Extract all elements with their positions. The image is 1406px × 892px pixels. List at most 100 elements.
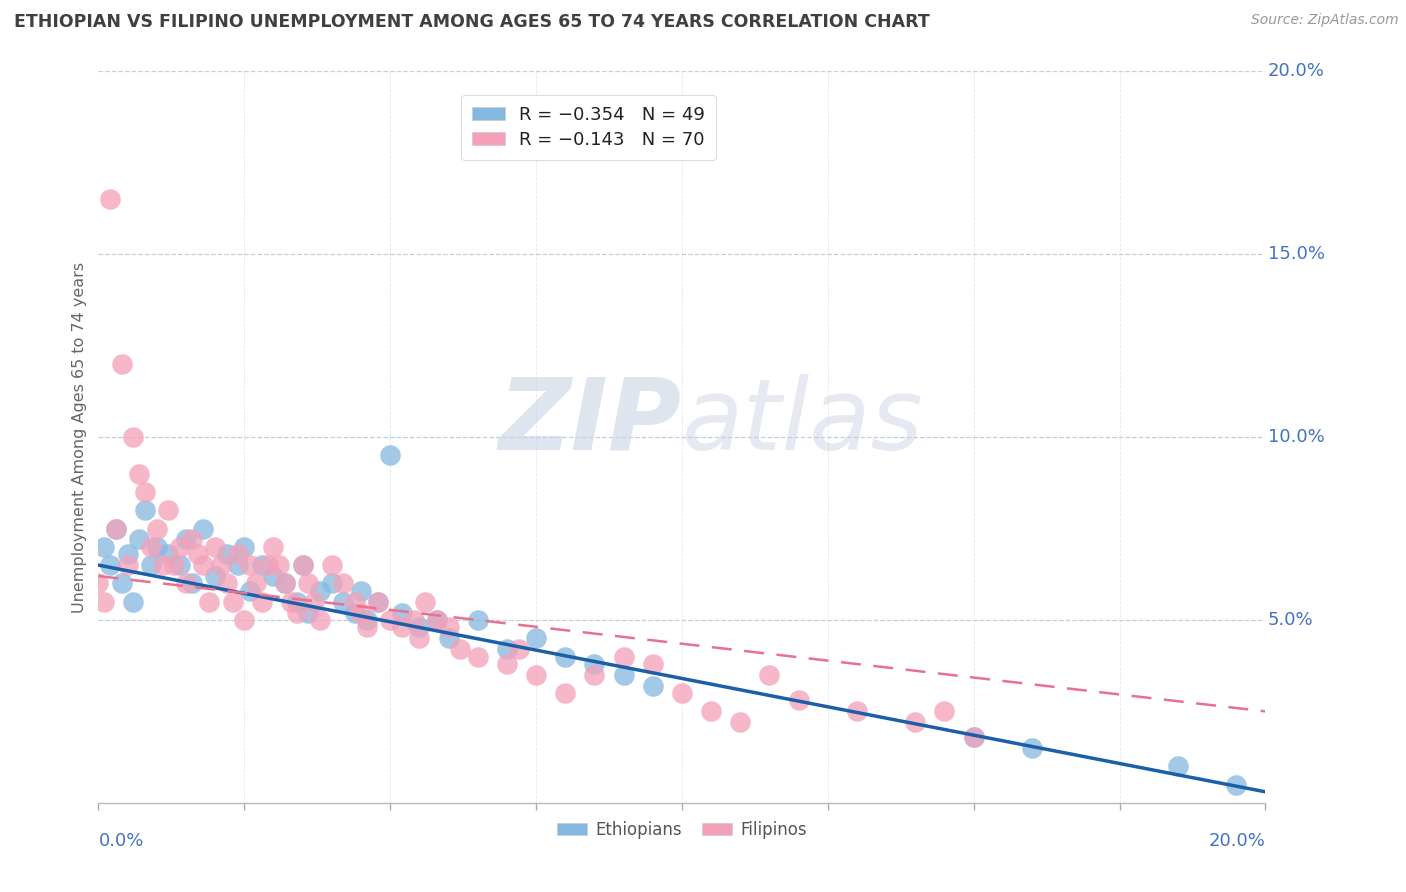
Point — [128, 467, 150, 481]
Text: ETHIOPIAN VS FILIPINO UNEMPLOYMENT AMONG AGES 65 TO 74 YEARS CORRELATION CHART: ETHIOPIAN VS FILIPINO UNEMPLOYMENT AMONG… — [14, 13, 929, 31]
Point — [787, 693, 810, 707]
Point — [250, 558, 273, 573]
Point — [104, 521, 127, 535]
Point — [380, 613, 402, 627]
Point — [169, 540, 191, 554]
Point — [297, 576, 319, 591]
Point — [269, 558, 291, 573]
Point — [215, 576, 238, 591]
Point — [274, 576, 297, 591]
Point — [233, 613, 256, 627]
Point — [321, 558, 343, 573]
Point — [350, 583, 373, 598]
Point — [174, 533, 197, 547]
Point — [157, 547, 180, 561]
Point — [402, 613, 425, 627]
Point — [233, 540, 256, 554]
Point — [245, 576, 267, 591]
Point — [297, 606, 319, 620]
Point — [426, 613, 449, 627]
Point — [344, 594, 367, 608]
Point — [356, 613, 378, 627]
Point — [98, 192, 121, 206]
Text: 10.0%: 10.0% — [1268, 428, 1324, 446]
Point — [228, 547, 250, 561]
Point — [1167, 759, 1189, 773]
Point — [700, 705, 723, 719]
Point — [111, 357, 134, 371]
Point — [612, 667, 634, 681]
Point — [641, 679, 664, 693]
Point — [496, 657, 519, 671]
Point — [408, 620, 430, 634]
Point — [1225, 778, 1247, 792]
Point — [641, 657, 664, 671]
Point — [426, 613, 449, 627]
Point — [554, 649, 576, 664]
Point — [758, 667, 780, 681]
Point — [146, 540, 169, 554]
Point — [93, 540, 115, 554]
Point — [209, 558, 232, 573]
Point — [304, 594, 326, 608]
Point — [228, 558, 250, 573]
Point — [193, 521, 215, 535]
Point — [554, 686, 576, 700]
Point — [262, 540, 284, 554]
Point — [174, 576, 197, 591]
Point — [1021, 740, 1043, 755]
Text: Source: ZipAtlas.com: Source: ZipAtlas.com — [1251, 13, 1399, 28]
Point — [309, 613, 332, 627]
Point — [93, 594, 115, 608]
Point — [122, 594, 145, 608]
Point — [193, 558, 215, 573]
Point — [111, 576, 134, 591]
Point — [239, 558, 262, 573]
Point — [367, 594, 389, 608]
Point — [139, 540, 162, 554]
Point — [380, 448, 402, 462]
Point — [146, 521, 169, 535]
Text: ZIP: ZIP — [499, 374, 682, 471]
Point — [104, 521, 127, 535]
Point — [583, 657, 606, 671]
Point — [467, 613, 489, 627]
Point — [204, 540, 226, 554]
Point — [291, 558, 314, 573]
Point — [730, 715, 752, 730]
Point — [846, 705, 869, 719]
Point — [117, 547, 139, 561]
Point — [180, 533, 202, 547]
Point — [291, 558, 314, 573]
Text: atlas: atlas — [682, 374, 924, 471]
Point — [134, 485, 156, 500]
Point — [198, 594, 221, 608]
Point — [134, 503, 156, 517]
Point — [274, 576, 297, 591]
Point — [309, 583, 332, 598]
Point — [256, 558, 278, 573]
Point — [524, 632, 547, 646]
Point — [934, 705, 956, 719]
Point — [671, 686, 693, 700]
Text: 15.0%: 15.0% — [1268, 245, 1324, 263]
Point — [262, 569, 284, 583]
Point — [285, 594, 308, 608]
Point — [367, 594, 389, 608]
Point — [152, 558, 174, 573]
Point — [180, 576, 202, 591]
Text: 5.0%: 5.0% — [1268, 611, 1313, 629]
Point — [215, 547, 238, 561]
Text: 20.0%: 20.0% — [1268, 62, 1324, 80]
Point — [437, 620, 460, 634]
Point — [321, 576, 343, 591]
Point — [467, 649, 489, 664]
Point — [612, 649, 634, 664]
Point — [962, 730, 984, 744]
Point — [332, 576, 354, 591]
Point — [87, 576, 110, 591]
Point — [391, 606, 413, 620]
Point — [221, 594, 243, 608]
Point — [391, 620, 413, 634]
Point — [332, 594, 354, 608]
